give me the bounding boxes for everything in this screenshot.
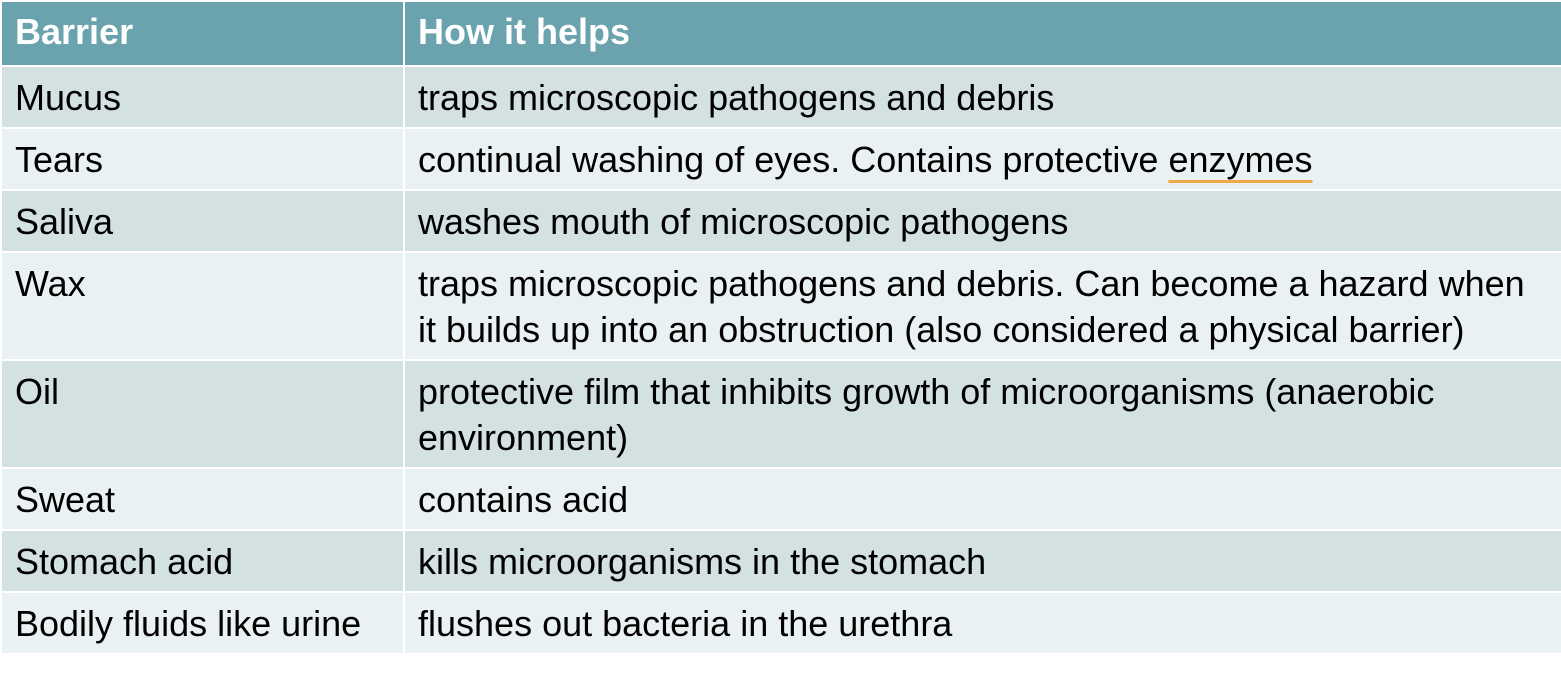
help-cell: washes mouth of microscopic pathogens <box>403 189 1561 253</box>
help-cell: kills microorganisms in the stomach <box>403 529 1561 593</box>
barrier-table: Barrier How it helps Mucus traps microsc… <box>0 0 1561 655</box>
header-barrier: Barrier <box>0 0 405 67</box>
barrier-cell: Saliva <box>0 189 405 253</box>
table-row: Oil protective film that inhibits growth… <box>0 359 1561 469</box>
table-row: Stomach acid kills microorganisms in the… <box>0 529 1561 593</box>
barrier-cell: Stomach acid <box>0 529 405 593</box>
header-how-it-helps: How it helps <box>403 0 1561 67</box>
table-row: Mucus traps microscopic pathogens and de… <box>0 65 1561 129</box>
table-row: Bodily fluids like urine flushes out bac… <box>0 591 1561 655</box>
help-cell: continual washing of eyes. Contains prot… <box>403 127 1561 191</box>
help-cell: traps microscopic pathogens and debris <box>403 65 1561 129</box>
help-text: continual washing of eyes. Contains prot… <box>418 139 1169 180</box>
help-cell: flushes out bacteria in the urethra <box>403 591 1561 655</box>
help-cell: contains acid <box>403 467 1561 531</box>
barrier-cell: Tears <box>0 127 405 191</box>
barrier-cell: Bodily fluids like urine <box>0 591 405 655</box>
table-row: Saliva washes mouth of microscopic patho… <box>0 189 1561 253</box>
help-cell: protective film that inhibits growth of … <box>403 359 1561 469</box>
table-header-row: Barrier How it helps <box>0 0 1561 67</box>
barrier-cell: Oil <box>0 359 405 469</box>
table-row: Wax traps microscopic pathogens and debr… <box>0 251 1561 361</box>
spellcheck-flagged-word[interactable]: enzymes <box>1168 139 1313 180</box>
barrier-cell: Sweat <box>0 467 405 531</box>
barrier-cell: Wax <box>0 251 405 361</box>
table-row: Tears continual washing of eyes. Contain… <box>0 127 1561 191</box>
barrier-cell: Mucus <box>0 65 405 129</box>
table-row: Sweat contains acid <box>0 467 1561 531</box>
help-cell: traps microscopic pathogens and debris. … <box>403 251 1561 361</box>
